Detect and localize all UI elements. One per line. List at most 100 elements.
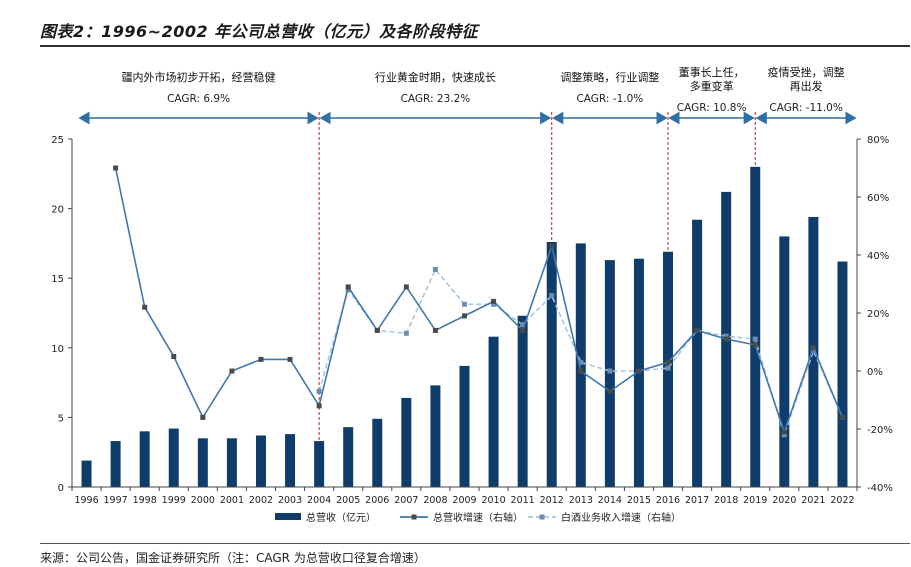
bar-2020: [779, 236, 790, 487]
revenue-growth-point-2013: [578, 368, 584, 374]
baijiu-growth-point-2008: [432, 267, 438, 272]
phase-cagr: CAGR: 23.2%: [401, 93, 471, 105]
bar-2010: [488, 336, 499, 487]
left-tick-label: 0: [58, 483, 64, 494]
x-tick-label: 2016: [656, 495, 680, 506]
baijiu-growth-point-2014: [607, 368, 613, 374]
bar-2008: [430, 385, 441, 487]
legend-marker-line2: [539, 514, 545, 520]
right-tick-label: 0%: [867, 367, 883, 378]
bar-2017: [692, 219, 703, 487]
phase-label: 疫情受挫，调整: [768, 65, 845, 79]
x-tick-label: 2009: [452, 495, 476, 506]
left-tick-label: 25: [51, 135, 64, 146]
x-tick-label: 2020: [772, 495, 796, 506]
revenue-growth-point-2003: [287, 356, 293, 362]
x-tick-label: 2007: [394, 495, 418, 506]
x-tick-label: 2013: [569, 495, 593, 506]
revenue-growth-point-2006: [374, 327, 380, 333]
bar-1997: [110, 441, 121, 487]
revenue-growth-point-2009: [462, 313, 467, 319]
revenue-growth-point-2004: [316, 403, 322, 409]
revenue-growth-point-2017: [694, 327, 700, 333]
baijiu-growth-point-2019: [752, 336, 758, 342]
bar-2004: [314, 441, 325, 487]
legend-swatch-bar: [275, 513, 301, 520]
bar-1996: [81, 460, 92, 487]
left-tick-label: 5: [58, 413, 64, 424]
phase-label: 行业黄金时期，快速成长: [375, 70, 496, 84]
phase-cagr: CAGR: -11.0%: [769, 102, 842, 114]
legend-label-bar: 总营收（亿元）: [306, 511, 376, 524]
phase-label: 多重变革: [690, 79, 734, 93]
bar-2006: [372, 418, 383, 487]
revenue-growth-point-2022: [839, 414, 845, 420]
revenue-growth-point-2005: [345, 284, 351, 290]
revenue-growth-point-2011: [520, 327, 526, 333]
bar-2005: [343, 427, 354, 487]
figure-title: 图表2：1996~2002 年公司总营收（亿元）及各阶段特征: [40, 22, 479, 41]
source-divider: [40, 543, 910, 544]
baijiu-growth-point-2020: [781, 432, 787, 438]
baijiu-growth-point-2016: [665, 365, 671, 371]
phase-cagr: CAGR: 10.8%: [677, 102, 747, 114]
x-tick-label: 1999: [162, 495, 186, 506]
phase-label: 疆内外市场初步开拓，经营稳健: [122, 70, 276, 84]
revenue-growth-point-2010: [491, 298, 497, 304]
legend-label-line2: 白酒业务收入增速（右轴）: [561, 511, 681, 524]
x-tick-label: 2022: [830, 495, 854, 506]
right-tick-label: 80%: [867, 135, 889, 146]
right-tick-label: -20%: [867, 425, 893, 436]
x-tick-label: 2014: [598, 495, 622, 506]
right-tick-label: 60%: [867, 193, 889, 204]
baijiu-growth-point-2012: [549, 293, 555, 299]
x-tick-label: 2005: [336, 495, 360, 506]
bar-2002: [255, 435, 266, 487]
x-tick-label: 2021: [801, 495, 825, 506]
left-tick-label: 15: [51, 274, 64, 285]
revenue-growth-point-1998: [142, 304, 148, 310]
right-tick-label: 40%: [867, 251, 889, 262]
baijiu-growth-point-2004: [316, 388, 322, 394]
x-tick-label: 2010: [481, 495, 505, 506]
left-tick-label: 20: [51, 205, 64, 216]
right-tick-label: 20%: [867, 309, 889, 320]
baijiu-growth-point-2011: [520, 322, 526, 328]
baijiu-growth-point-2021: [810, 348, 816, 354]
revenue-growth-point-2016: [665, 359, 671, 365]
x-tick-label: 2002: [249, 495, 273, 506]
x-tick-label: 2000: [191, 495, 215, 506]
bar-2022: [837, 261, 848, 487]
phase-dividers: [318, 112, 756, 487]
x-tick-label: 2006: [365, 495, 389, 506]
legend-marker-line1: [411, 514, 417, 520]
bar-1999: [168, 428, 179, 487]
bar-2000: [197, 438, 208, 487]
bar-2014: [604, 260, 615, 487]
x-tick-label: 2008: [423, 495, 447, 506]
baijiu-growth-point-2009: [462, 301, 467, 307]
legend: 总营收（亿元） 总营收增速（右轴） 白酒业务收入增速（右轴）: [275, 511, 681, 524]
baijiu-growth-point-2010: [491, 301, 497, 307]
phase-annotations: 疆内外市场初步开拓，经营稳健 CAGR: 6.9% 行业黄金时期，快速成长 CAGR:…: [78, 65, 857, 125]
baijiu-growth-point-2018: [723, 333, 729, 339]
revenue-growth-point-2008: [432, 327, 438, 333]
revenue-growth-point-2018: [723, 336, 729, 342]
x-tick-label: 1997: [104, 495, 128, 506]
line-series: [113, 165, 845, 438]
bar-2013: [575, 243, 586, 487]
right-tick-label: -40%: [867, 483, 893, 494]
baijiu-growth-point-2013: [578, 359, 584, 365]
bar-2011: [517, 315, 528, 487]
x-tick-label: 1998: [133, 495, 157, 506]
revenue-growth-point-1999: [171, 354, 177, 359]
phase-cagr: CAGR: -1.0%: [576, 93, 643, 105]
x-tick-label: 2017: [685, 495, 709, 506]
x-tick-label: 1996: [74, 495, 98, 506]
bar-2009: [459, 365, 470, 487]
bar-1998: [139, 431, 150, 487]
baijiu-growth-point-2007: [403, 330, 409, 336]
revenue-growth-point-2007: [403, 284, 409, 290]
phase-label: 再出发: [790, 79, 823, 93]
phase-cagr: CAGR: 6.9%: [167, 93, 230, 105]
